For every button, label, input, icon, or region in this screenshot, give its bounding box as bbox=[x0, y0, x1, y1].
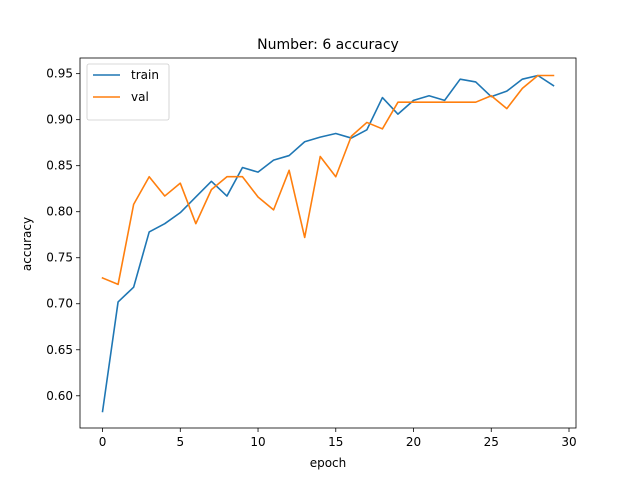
x-tick-label: 15 bbox=[328, 435, 343, 449]
x-tick-label: 10 bbox=[250, 435, 265, 449]
x-tick-label: 30 bbox=[561, 435, 576, 449]
axes-frame bbox=[79, 57, 577, 429]
y-axis-label: accuracy bbox=[20, 217, 34, 271]
y-tick-label: 0.60 bbox=[46, 389, 73, 403]
y-tick-label: 0.70 bbox=[46, 297, 73, 311]
plot-area: 0 5 10 15 20 25 30 0.60 0.65 0.70 0.75 0.80 0.85 0.90… bbox=[46, 57, 577, 449]
x-tick-label: 0 bbox=[99, 435, 107, 449]
y-tick-label: 0.95 bbox=[46, 67, 73, 81]
x-axis-label: epoch bbox=[310, 456, 347, 470]
legend-label-val: val bbox=[131, 90, 149, 104]
y-tick-label: 0.65 bbox=[46, 343, 73, 357]
y-tick-label: 0.80 bbox=[46, 205, 73, 219]
y-tick-label: 0.75 bbox=[46, 251, 73, 265]
series-line-train bbox=[101, 74, 555, 413]
chart-title: Number: 6 accuracy bbox=[257, 37, 399, 53]
legend-box bbox=[86, 63, 170, 121]
legend: train val bbox=[86, 63, 170, 121]
legend-label-train: train bbox=[131, 68, 159, 82]
x-tick-label: 25 bbox=[484, 435, 499, 449]
x-tick-label: 5 bbox=[176, 435, 184, 449]
y-tick-label: 0.85 bbox=[46, 159, 73, 173]
series-line-val bbox=[101, 74, 555, 286]
x-tick-label: 20 bbox=[406, 435, 421, 449]
y-tick-label: 0.90 bbox=[46, 113, 73, 127]
